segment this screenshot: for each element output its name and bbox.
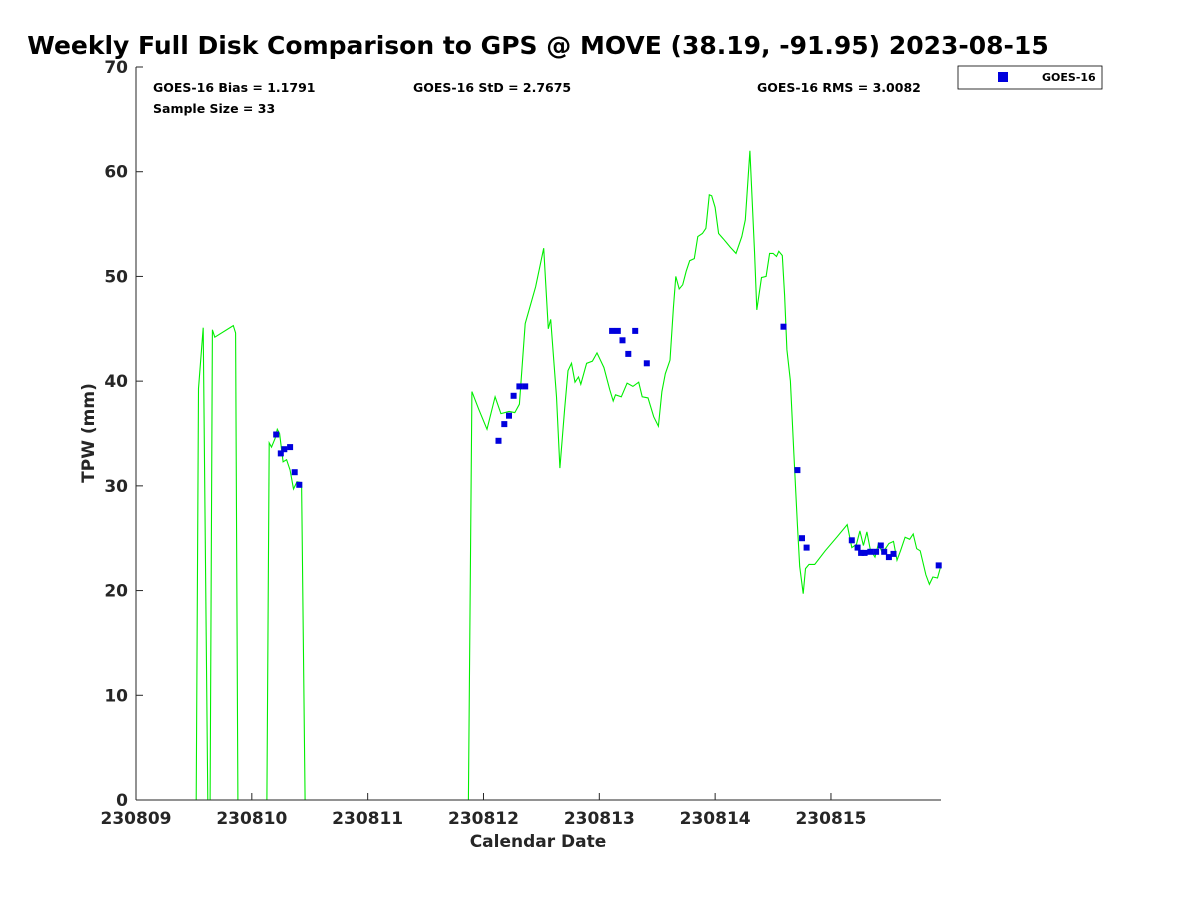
- goes16-point-3: [281, 446, 288, 453]
- x-tick-label-230812: 230812: [448, 809, 519, 829]
- x-tick-label-230811: 230811: [332, 809, 403, 829]
- goes16-point-15: [619, 337, 626, 344]
- goes16-point-25: [858, 549, 865, 556]
- goes16-point-26: [861, 549, 868, 556]
- goes16-point-18: [643, 360, 650, 367]
- goes16-point-7: [495, 437, 502, 444]
- goes16-point-2: [277, 450, 284, 457]
- plot-area: 0 10 20 30 40 50 60 70 230809 230810 230811 230812 2…: [101, 58, 942, 829]
- goes16-point-27: [867, 548, 874, 555]
- goes16-point-32: [890, 550, 897, 557]
- x-axis-label: Calendar Date: [470, 832, 607, 852]
- sample-size-stat: Sample Size = 33: [153, 101, 275, 116]
- legend-label-goes16: GOES-16: [1042, 71, 1096, 84]
- y-axis-label: TPW (mm): [79, 383, 99, 483]
- goes16-point-13: [609, 327, 616, 334]
- goes16-point-4: [287, 444, 294, 451]
- x-tick-label-230810: 230810: [216, 809, 287, 829]
- legend-box: [957, 65, 1103, 90]
- goes16-point-1: [273, 431, 280, 438]
- gps-line-segment-2: [209, 324, 239, 801]
- goes16-point-23: [848, 537, 855, 544]
- goes16-point-16: [625, 350, 632, 357]
- x-tick-label-230815: 230815: [795, 809, 866, 829]
- x-tick-label-230813: 230813: [564, 809, 635, 829]
- y-tick-label-70: 70: [104, 58, 128, 78]
- goes16-point-9: [506, 412, 512, 419]
- goes16-point-20: [794, 467, 801, 474]
- x-tick-label-230809: 230809: [101, 809, 172, 829]
- y-tick-label-30: 30: [104, 477, 128, 497]
- legend-marker-goes16: [998, 72, 1008, 82]
- goes16-point-5: [291, 469, 298, 476]
- axes: 0 10 20 30 40 50 60 70 230809 230810 230811 230812 2…: [101, 58, 941, 829]
- y-tick-label-20: 20: [104, 582, 128, 602]
- x-tick-label-230814: 230814: [680, 809, 751, 829]
- std-stat: GOES-16 StD = 2.7675: [413, 80, 571, 95]
- goes16-point-29: [877, 542, 884, 549]
- goes16-marker-layer: [273, 323, 942, 569]
- goes16-point-30: [881, 548, 888, 555]
- chart-title: Weekly Full Disk Comparison to GPS @ MOV…: [27, 31, 1048, 60]
- goes16-point-12: [522, 383, 529, 390]
- goes16-point-24: [854, 544, 861, 551]
- y-tick-label-10: 10: [104, 686, 128, 706]
- rms-stat: GOES-16 RMS = 3.0082: [757, 80, 921, 95]
- goes16-point-21: [799, 535, 805, 542]
- bias-stat: GOES-16 Bias = 1.1791: [153, 80, 315, 95]
- goes16-point-11: [516, 383, 523, 390]
- gps-line-segment-3: [266, 427, 306, 801]
- goes16-point-19: [780, 323, 787, 330]
- y-tick-label-0: 0: [116, 791, 128, 811]
- y-tick-label-60: 60: [104, 163, 128, 183]
- goes16-point-17: [632, 327, 639, 334]
- goes16-point-6: [296, 481, 303, 488]
- gps-line-segment-1: [195, 327, 209, 801]
- goes16-point-28: [873, 548, 880, 555]
- goes16-point-14: [614, 327, 621, 334]
- plot-background: [136, 67, 941, 800]
- goes16-point-22: [803, 544, 810, 551]
- goes16-point-33: [935, 562, 942, 569]
- goes16-point-8: [501, 421, 508, 428]
- y-tick-label-50: 50: [104, 267, 128, 287]
- goes16-point-10: [510, 392, 517, 399]
- legend: GOES-16: [957, 65, 1103, 90]
- goes16-point-31: [885, 554, 892, 561]
- y-tick-label-40: 40: [104, 372, 128, 392]
